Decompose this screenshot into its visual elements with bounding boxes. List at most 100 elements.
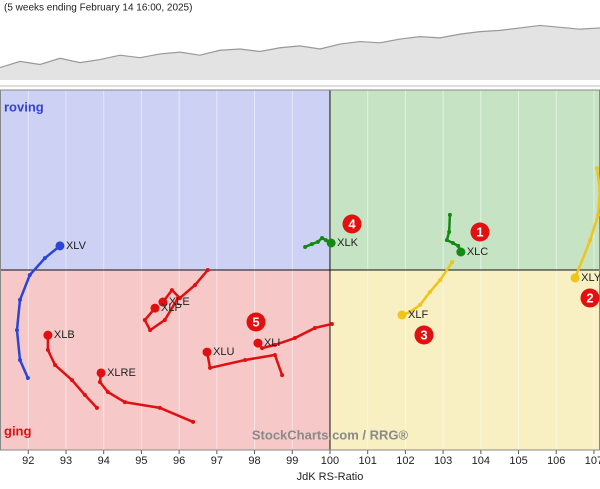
- tail-point: [27, 273, 32, 278]
- tail-point: [205, 268, 210, 272]
- x-tick-label: 102: [396, 455, 414, 467]
- x-tick-label: 95: [135, 455, 147, 467]
- x-tick-label: 99: [286, 455, 298, 467]
- tail-point: [312, 325, 317, 330]
- tail-point: [208, 365, 213, 370]
- tail-point: [122, 400, 127, 405]
- tail-point: [427, 289, 432, 294]
- series-label: XLU: [213, 346, 234, 358]
- x-tick-label: 97: [211, 455, 223, 467]
- benchmark-area: [0, 25, 600, 80]
- tail-point: [17, 358, 22, 362]
- x-tick-label: 92: [22, 455, 34, 467]
- tail-point: [315, 239, 320, 244]
- annotation-label: 5: [252, 314, 259, 329]
- tail-point: [157, 405, 162, 410]
- tail-point: [447, 212, 452, 217]
- quadrant-leading: [329, 90, 600, 270]
- tail-point: [14, 328, 19, 333]
- tail-point: [105, 390, 110, 395]
- annotation-badge: [470, 222, 490, 242]
- tail-point: [260, 346, 265, 351]
- tail-point: [303, 244, 308, 249]
- series-label: XLE: [169, 296, 190, 308]
- tail-point: [596, 212, 600, 217]
- x-tick-label: 107: [585, 455, 600, 467]
- annotation-badge: [342, 214, 362, 234]
- chart-title: (5 weeks ending February 14 16:00, 2025): [4, 3, 192, 14]
- tail-point: [243, 358, 248, 362]
- tail-point: [272, 352, 277, 357]
- head-point: [202, 347, 212, 357]
- x-tick-label: 103: [434, 455, 452, 467]
- quadrant-label: roving: [4, 99, 44, 114]
- tail-point: [272, 342, 277, 347]
- annotation-badge: [414, 325, 434, 345]
- series-label: XLY: [581, 272, 600, 284]
- benchmark-line: [0, 24, 600, 69]
- quadrant-label: ging: [4, 423, 31, 438]
- head-point: [158, 297, 168, 307]
- series-label: XLB: [54, 329, 75, 341]
- quadrant-weakening: [329, 270, 600, 450]
- tail-point: [148, 328, 153, 333]
- series-label: XLV: [66, 240, 87, 252]
- tail-point: [82, 392, 87, 397]
- annotation-label: 2: [586, 290, 593, 305]
- series-label: XLF: [408, 309, 428, 321]
- head-point: [456, 247, 466, 257]
- tail-point: [70, 378, 75, 383]
- x-tick-label: 105: [509, 455, 527, 467]
- tail-point: [323, 238, 328, 243]
- quadrant-lagging: [0, 270, 330, 450]
- tail-point: [192, 283, 197, 288]
- series-label: XLK: [337, 237, 358, 249]
- tail-point: [42, 256, 47, 261]
- tail-point: [329, 322, 334, 326]
- x-tick-label: 94: [98, 455, 110, 467]
- tail-point: [444, 238, 449, 243]
- series-label: XLRE: [107, 367, 136, 379]
- annotation-badge: [246, 312, 266, 332]
- tail-point: [450, 241, 455, 245]
- annotation-label: 4: [348, 216, 356, 231]
- tail-point: [191, 419, 196, 424]
- tail-point: [588, 238, 593, 243]
- tail-point: [418, 302, 423, 307]
- x-tick-label: 96: [173, 455, 185, 467]
- x-tick-label: 98: [248, 455, 260, 467]
- tail-point: [407, 310, 412, 315]
- head-point: [96, 368, 106, 378]
- x-axis-title: JdK RS-Ratio: [297, 471, 364, 483]
- head-point: [55, 241, 65, 251]
- tail-point: [447, 229, 452, 234]
- tail-point: [292, 336, 297, 341]
- tail-point: [17, 297, 22, 302]
- tail-point: [438, 278, 443, 283]
- tail-point: [45, 347, 50, 352]
- annotation-badge: [580, 288, 600, 308]
- tail-point: [169, 288, 174, 293]
- tail-point: [280, 373, 285, 378]
- tail-point: [176, 296, 181, 301]
- series-label: XLC: [467, 246, 488, 258]
- series-label: XLI: [264, 337, 281, 349]
- head-point: [253, 338, 263, 348]
- head-point: [570, 273, 580, 283]
- tail-point: [97, 379, 102, 384]
- head-point: [150, 303, 160, 313]
- tail-point: [309, 242, 314, 247]
- tail-point: [594, 166, 599, 171]
- watermark: StockCharts.com / RRG®: [252, 427, 409, 442]
- x-tick-label: 101: [359, 455, 377, 467]
- x-tick-label: 100: [321, 455, 339, 467]
- quadrant-improving: [0, 90, 330, 270]
- tail-point: [450, 260, 455, 265]
- tail-point: [142, 318, 147, 323]
- tail-point: [162, 318, 167, 323]
- annotation-label: 1: [476, 224, 483, 239]
- head-point: [43, 330, 53, 340]
- x-tick-label: 106: [547, 455, 565, 467]
